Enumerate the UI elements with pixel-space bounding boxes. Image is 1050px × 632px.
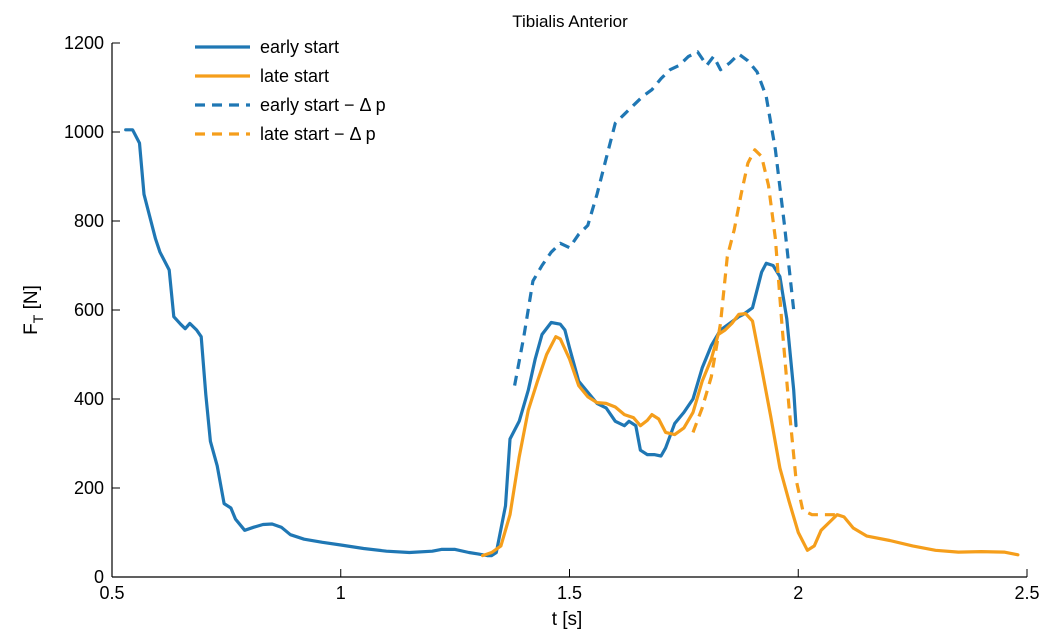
- series-line-3: [691, 148, 835, 517]
- x-tick-label: 2.5: [1014, 583, 1039, 603]
- y-axis-title-unit: [N]: [21, 285, 42, 315]
- y-axis-title: FT [N]: [21, 285, 46, 335]
- legend: early start late start early start − Δ p la…: [195, 37, 386, 144]
- legend-label-2: early start − Δ p: [260, 95, 386, 115]
- y-tick-label: 200: [74, 478, 104, 498]
- x-ticks: 0.5 1 1.5 2 2.5: [99, 569, 1040, 603]
- legend-label-0: early start: [260, 37, 339, 57]
- y-tick-label: 800: [74, 211, 104, 231]
- x-tick-label: 0.5: [99, 583, 124, 603]
- y-ticks: 0 200 400 600 800 1000 1200: [64, 33, 120, 587]
- y-axis-title-subscript: T: [30, 314, 46, 323]
- y-tick-label: 0: [94, 567, 104, 587]
- series-line-0: [124, 128, 798, 558]
- series-line-2: [513, 50, 796, 386]
- x-tick-label: 1: [336, 583, 346, 603]
- x-tick-label: 1.5: [557, 583, 582, 603]
- y-tick-label: 600: [74, 300, 104, 320]
- legend-label-3: late start − Δ p: [260, 124, 376, 144]
- y-tick-label: 1000: [64, 122, 104, 142]
- x-axis-title: t [s]: [552, 609, 583, 630]
- series-layer: [124, 50, 1020, 558]
- y-axis-title-main: F: [21, 323, 42, 335]
- legend-label-1: late start: [260, 66, 329, 86]
- series-line-1: [481, 312, 1020, 558]
- x-tick-label: 2: [793, 583, 803, 603]
- y-tick-label: 1200: [64, 33, 104, 53]
- chart-title: Tibialis Anterior: [512, 12, 628, 31]
- y-tick-label: 400: [74, 389, 104, 409]
